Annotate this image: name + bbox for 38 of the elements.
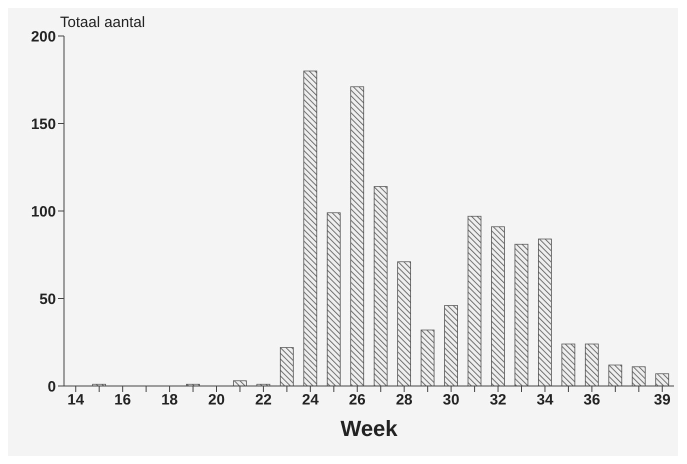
x-tick-label: 32	[490, 392, 506, 409]
bar	[655, 373, 670, 386]
y-axis-title: Totaal aantal	[60, 14, 146, 31]
bar	[232, 380, 247, 386]
x-tick-label: 16	[114, 392, 131, 409]
x-tick-label: 18	[161, 392, 178, 409]
bar	[326, 212, 341, 386]
bar	[350, 86, 364, 386]
y-tick-label: 0	[48, 378, 56, 396]
x-tick-label: 30	[442, 392, 460, 409]
bar	[303, 70, 318, 386]
bar	[632, 366, 646, 386]
bar	[561, 344, 576, 386]
x-tick-label: 14	[67, 392, 85, 409]
x-tick-label: 26	[348, 392, 366, 409]
x-axis-title: Week	[340, 416, 398, 441]
x-tick-label: 39	[654, 392, 671, 409]
y-tick-label: 150	[30, 116, 56, 133]
bar	[397, 261, 412, 386]
y-tick-label: 50	[39, 290, 56, 308]
y-tick-label: 100	[30, 203, 56, 220]
bar	[444, 305, 458, 386]
bar	[514, 244, 528, 386]
x-tick-label: 22	[255, 392, 272, 409]
x-tick-label: 28	[396, 392, 413, 409]
x-tick-label: 36	[584, 392, 600, 409]
bar	[374, 186, 388, 386]
y-tick-label: 200	[30, 28, 56, 46]
bar	[491, 226, 505, 386]
bar	[468, 216, 482, 386]
bar	[538, 238, 552, 386]
bar	[420, 330, 434, 386]
x-tick-label: 20	[208, 392, 225, 409]
x-tick-label: 34	[536, 392, 554, 409]
x-tick-label: 24	[302, 392, 320, 409]
bar	[280, 347, 294, 386]
bar	[584, 344, 599, 386]
bar	[608, 364, 622, 386]
